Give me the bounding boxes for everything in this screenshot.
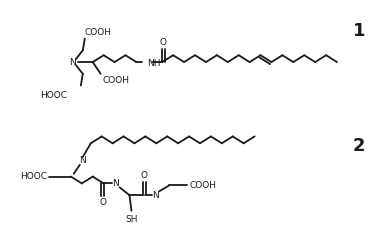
Text: COOH: COOH <box>85 28 112 37</box>
Text: O: O <box>160 38 167 47</box>
Text: N: N <box>80 156 86 165</box>
Text: O: O <box>141 171 148 180</box>
Text: N: N <box>112 179 119 188</box>
Text: HOOC: HOOC <box>20 172 47 181</box>
Text: N: N <box>69 58 76 67</box>
Text: NH: NH <box>147 59 161 68</box>
Text: SH: SH <box>125 215 138 224</box>
Text: COOH: COOH <box>189 181 216 190</box>
Text: N: N <box>152 191 159 200</box>
Text: 2: 2 <box>352 137 365 155</box>
Text: O: O <box>99 198 106 207</box>
Text: HOOC: HOOC <box>40 91 67 100</box>
Text: COOH: COOH <box>103 76 130 85</box>
Text: 1: 1 <box>352 22 365 40</box>
